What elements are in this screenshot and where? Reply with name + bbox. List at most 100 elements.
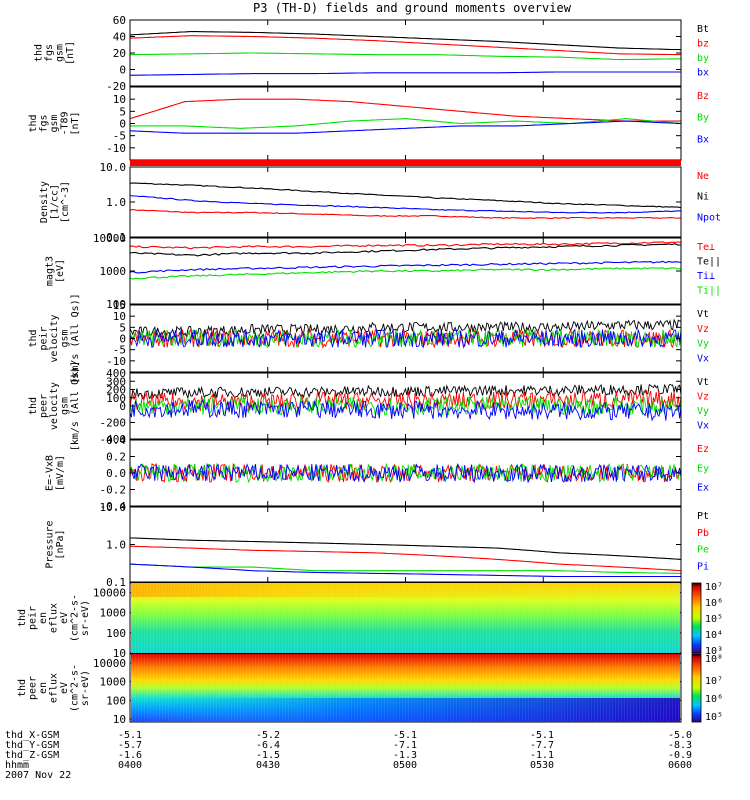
series-Vz-line bbox=[129, 389, 682, 412]
ephem-value: -0.9 bbox=[668, 750, 692, 761]
y-axis-label: [nPa] bbox=[55, 529, 66, 559]
panel-frame bbox=[129, 372, 682, 440]
y-axis-label: peer bbox=[28, 676, 39, 700]
legend-bx: bx bbox=[697, 68, 709, 79]
y-tick-label: 10 bbox=[113, 647, 126, 660]
colorbar-label: 10⁴ bbox=[705, 630, 723, 641]
y-tick-label: -0.2 bbox=[100, 484, 127, 497]
series-Bz-line bbox=[129, 98, 681, 122]
legend-Vy: Vy bbox=[697, 339, 709, 350]
date-label: 2007 Nov 22 bbox=[5, 770, 71, 781]
y-tick-label: 20 bbox=[113, 47, 126, 60]
y-tick-label: 0.4 bbox=[106, 434, 126, 447]
series-Pe-line bbox=[129, 563, 682, 574]
series-Bt-line bbox=[129, 31, 682, 51]
legend-Vt: Vt bbox=[697, 309, 709, 320]
y-axis-label: gsm bbox=[60, 397, 71, 415]
y-tick-label: 1000 bbox=[100, 676, 127, 689]
legend-Ex: Ex bbox=[697, 483, 709, 494]
ephem-value: 0530 bbox=[530, 760, 554, 771]
ephem-value: -5.0 bbox=[668, 730, 692, 741]
series-Pi-line bbox=[129, 563, 681, 578]
y-axis-label: fgs bbox=[44, 44, 55, 62]
y-axis-label: peer bbox=[39, 394, 50, 418]
colorbar-electron-scale bbox=[691, 653, 702, 723]
ephem-row-label: thd_Z-GSM bbox=[5, 750, 59, 761]
legend-Vx: Vx bbox=[697, 353, 709, 364]
y-tick-label: -0.4 bbox=[100, 500, 127, 513]
ephem-value: -1.3 bbox=[393, 750, 417, 761]
legend-Ti⊥: Ti⊥ bbox=[697, 271, 715, 282]
y-axis-label: eV bbox=[59, 612, 70, 624]
y-axis-label: [mV/m] bbox=[55, 455, 66, 491]
series-By-line bbox=[130, 118, 682, 129]
legend-Ey: Ey bbox=[697, 463, 709, 474]
series-Te⊥-line bbox=[129, 241, 682, 250]
series-Ti||-line bbox=[129, 267, 682, 280]
colorbar-electron: 10⁸ 10⁷ 10⁶ 10⁵ bbox=[691, 653, 723, 723]
ephem-value: -1.1 bbox=[530, 750, 554, 761]
y-tick-label: 0 bbox=[119, 64, 126, 77]
panel-3: Ne Ni Npot 10.0 1.0 0.1 Density [1/cc] [cm^-3] bbox=[39, 161, 721, 244]
y-axis-label: (cm^2-s- bbox=[70, 594, 81, 642]
ephem-value: -8.3 bbox=[668, 740, 692, 751]
y-tick-label: 10000 bbox=[93, 657, 126, 670]
legend-Ti||: Ti|| bbox=[697, 286, 721, 297]
colorbar-label: 10⁸ bbox=[705, 654, 723, 665]
colorbar-ion-scale bbox=[691, 582, 702, 654]
legend-Pb: Pb bbox=[697, 528, 709, 539]
legend-Te⊥: Te⊥ bbox=[697, 242, 715, 253]
y-tick-label: 0 bbox=[119, 118, 126, 131]
y-tick-label: 10.0 bbox=[100, 501, 127, 514]
y-tick-label: 300 bbox=[106, 375, 126, 388]
series-Ex-line bbox=[129, 462, 682, 484]
ephemeris-table: thd_X-GSM thd_Y-GSM thd_Z-GSM hhmm 2007 … bbox=[5, 730, 692, 781]
y-tick-label: 5 bbox=[119, 105, 126, 118]
y-tick-label: 0.1 bbox=[106, 231, 126, 244]
electron-spectrogram-texture bbox=[131, 654, 680, 722]
panel-8: Pt Pb Pe Pi 10.0 1.0 0.1 Pressure [nPa] bbox=[45, 501, 710, 589]
y-tick-label: 1000 bbox=[100, 607, 127, 620]
colorbar-label: 10⁶ bbox=[705, 598, 723, 609]
y-tick-label: 1000 bbox=[100, 265, 127, 278]
ephem-value: -1.6 bbox=[118, 750, 142, 761]
y-tick-label: 0.1 bbox=[106, 576, 126, 589]
y-axis-label: [1/cc] bbox=[50, 184, 61, 220]
y-tick-label: 0 bbox=[119, 333, 126, 346]
y-tick-label: -200 bbox=[100, 417, 127, 430]
y-axis-label: eflux bbox=[49, 603, 60, 633]
y-axis-label: [cm^-3] bbox=[60, 181, 71, 223]
series-bx-line bbox=[129, 71, 681, 76]
y-axis-label: eflux bbox=[49, 673, 60, 703]
y-tick-label: 60 bbox=[113, 14, 126, 27]
legend-Bt: Bt bbox=[697, 24, 709, 35]
legend-Ez: Ez bbox=[697, 444, 709, 455]
y-axis-label: Pressure bbox=[45, 520, 56, 568]
y-tick-label: 10 bbox=[113, 93, 126, 106]
ephem-row-label: hhmm bbox=[5, 760, 29, 771]
y-axis-label: gsm bbox=[49, 114, 60, 132]
y-tick-label: 10 bbox=[113, 713, 126, 726]
colorbar-ion: 10⁷ 10⁶ 10⁵ 10⁴ 10³ bbox=[691, 582, 723, 657]
series-Vt-line bbox=[129, 318, 681, 339]
legend-By: By bbox=[697, 113, 709, 124]
y-axis-label: E=-VxB bbox=[45, 455, 56, 491]
y-axis-label: en bbox=[38, 682, 49, 694]
y-tick-label: 1.0 bbox=[106, 196, 126, 209]
panel-7: Ez Ey Ex 0.4 0.2 0.0 -0.2 -0.4 E=-VxB [mV/m] bbox=[45, 434, 710, 513]
y-tick-label: -5 bbox=[113, 344, 126, 357]
colorbar-label: 10³ bbox=[705, 646, 723, 657]
y-axis-label: velocity bbox=[49, 314, 60, 362]
ephem-value: -1.5 bbox=[256, 750, 280, 761]
y-axis-label: en bbox=[38, 612, 49, 624]
ephem-value: -5.1 bbox=[530, 730, 554, 741]
legend-Ni: Ni bbox=[697, 192, 709, 203]
legend-Vt: Vt bbox=[697, 377, 709, 388]
y-tick-label: 0 bbox=[119, 400, 126, 413]
ephem-value: -7.1 bbox=[393, 740, 417, 751]
colorbar-label: 10⁵ bbox=[705, 614, 723, 625]
y-axis-label: [nT] bbox=[65, 41, 76, 65]
y-tick-label: 0.2 bbox=[106, 451, 126, 464]
